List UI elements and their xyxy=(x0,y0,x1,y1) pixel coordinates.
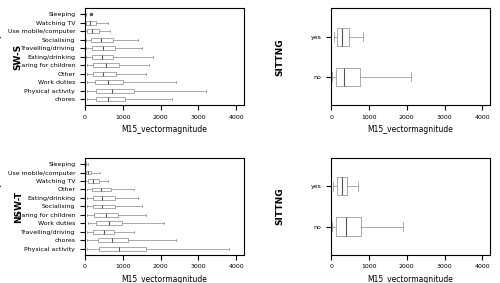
PathPatch shape xyxy=(96,97,124,101)
PathPatch shape xyxy=(96,222,122,225)
PathPatch shape xyxy=(337,177,347,195)
X-axis label: M15_vectormagnitude: M15_vectormagnitude xyxy=(368,125,454,134)
PathPatch shape xyxy=(95,80,123,84)
Y-axis label: EMA activity: EMA activity xyxy=(0,33,2,81)
PathPatch shape xyxy=(93,230,114,234)
PathPatch shape xyxy=(336,68,359,86)
Y-axis label: EMA activity: EMA activity xyxy=(0,183,2,230)
PathPatch shape xyxy=(98,238,128,242)
PathPatch shape xyxy=(87,29,100,33)
PathPatch shape xyxy=(336,218,360,235)
PathPatch shape xyxy=(92,55,114,59)
PathPatch shape xyxy=(92,46,116,50)
Text: SW-S: SW-S xyxy=(14,44,23,70)
PathPatch shape xyxy=(96,89,134,93)
PathPatch shape xyxy=(92,188,110,191)
PathPatch shape xyxy=(92,196,116,200)
PathPatch shape xyxy=(86,171,91,174)
PathPatch shape xyxy=(85,12,86,16)
PathPatch shape xyxy=(88,179,100,183)
PathPatch shape xyxy=(92,72,116,76)
PathPatch shape xyxy=(337,28,349,46)
X-axis label: M15_vectormagnitude: M15_vectormagnitude xyxy=(122,275,208,283)
Text: SITTNG: SITTNG xyxy=(276,188,285,225)
PathPatch shape xyxy=(90,38,114,42)
X-axis label: M15_vectormagnitude: M15_vectormagnitude xyxy=(368,275,454,283)
PathPatch shape xyxy=(92,205,116,208)
PathPatch shape xyxy=(94,63,119,67)
PathPatch shape xyxy=(94,213,118,217)
PathPatch shape xyxy=(86,21,96,25)
PathPatch shape xyxy=(85,162,86,166)
Text: SITTNG: SITTNG xyxy=(276,38,285,76)
X-axis label: M15_vectormagnitude: M15_vectormagnitude xyxy=(122,125,208,134)
PathPatch shape xyxy=(100,247,146,251)
Text: NSW-T: NSW-T xyxy=(14,190,23,222)
